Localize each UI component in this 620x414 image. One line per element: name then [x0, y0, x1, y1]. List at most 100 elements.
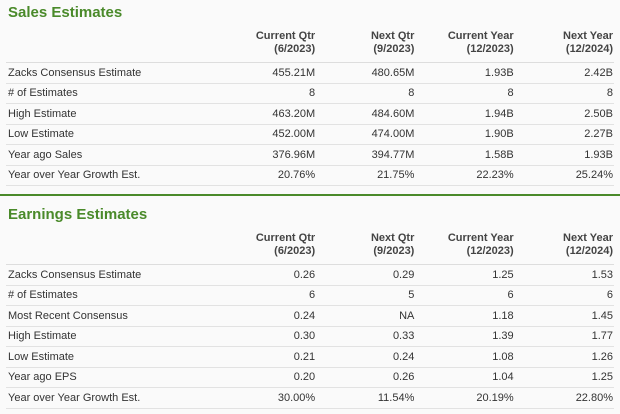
table-row: Year over Year Growth Est. 20.76% 21.75% 22… [6, 165, 614, 186]
value-cell: 8 [415, 83, 515, 104]
table-row: Year over Year Growth Est. 30.00% 11.54% 20… [6, 387, 614, 409]
column-header: Next Year (12/2024) [514, 30, 614, 63]
table-row: Most Recent Consensus 0.24 NA 1.18 1.45 [6, 305, 614, 327]
value-cell: 0.20 [216, 367, 317, 388]
value-cell: 1.93B [415, 62, 515, 84]
value-cell: 1.45 [514, 305, 614, 327]
value-cell: 1.39 [415, 326, 515, 347]
value-cell: 0.24 [316, 346, 416, 368]
column-header-label: Next Year [563, 30, 613, 42]
value-cell: 11.54% [316, 387, 416, 409]
value-cell: 376.96M [216, 144, 317, 166]
column-header-label: Current Year [447, 232, 514, 244]
row-label: High Estimate [6, 103, 217, 125]
row-label: Year ago EPS [6, 367, 217, 388]
table-row: Year ago EPS 0.20 0.26 1.04 1.25 [6, 367, 614, 388]
value-cell: 8 [316, 83, 416, 104]
row-label: # of Estimates [6, 285, 217, 306]
row-label: Year ago Sales [6, 144, 217, 166]
value-cell: 1.26 [514, 346, 614, 368]
table-row: High Estimate 463.20M 484.60M 1.94B 2.50B [6, 103, 614, 125]
column-header: Current Year (12/2023) [415, 232, 515, 265]
value-cell: 2.27B [514, 124, 614, 145]
table-row: High Estimate 0.30 0.33 1.39 1.77 [6, 326, 614, 347]
value-cell: 8 [514, 83, 614, 104]
table-row: Low Estimate 452.00M 474.00M 1.90B 2.27B [6, 124, 614, 145]
column-header-label: Current Qtr [255, 232, 316, 244]
column-header-period: (6/2023) [274, 43, 316, 55]
column-header: Next Qtr (9/2023) [316, 30, 416, 63]
column-header: Next Qtr (9/2023) [316, 232, 416, 265]
row-label: Year over Year Growth Est. [6, 165, 217, 186]
column-header-label: Current Year [447, 30, 514, 42]
value-cell: 1.18 [415, 305, 515, 327]
value-cell: 1.04 [415, 367, 515, 388]
row-label: Zacks Consensus Estimate [6, 264, 217, 286]
column-header: Current Qtr (6/2023) [216, 30, 317, 63]
column-header-period: (12/2024) [565, 245, 613, 257]
value-cell: 25.24% [514, 165, 614, 186]
column-header-period: (12/2023) [466, 43, 514, 55]
row-label: Zacks Consensus Estimate [6, 62, 217, 84]
value-cell: 30.00% [216, 387, 317, 409]
value-cell: 0.21 [216, 346, 317, 368]
value-cell: 20.76% [216, 165, 317, 186]
value-cell: 1.77 [514, 326, 614, 347]
section-title: Sales Estimates [8, 4, 123, 21]
column-header-label: Current Qtr [255, 30, 316, 42]
value-cell: 0.29 [316, 264, 416, 286]
row-label: High Estimate [6, 326, 217, 347]
value-cell: 2.50B [514, 103, 614, 125]
column-header-period: (9/2023) [373, 43, 415, 55]
column-header-label: Next Qtr [370, 232, 415, 244]
value-cell: 1.93B [514, 144, 614, 166]
column-header: Next Year (12/2024) [514, 232, 614, 265]
table-row: Zacks Consensus Estimate 455.21M 480.65M 1.… [6, 62, 614, 84]
row-label: # of Estimates [6, 83, 217, 104]
earnings-estimates-table: Current Qtr (6/2023) Next Qtr (9/2023) Curre… [6, 232, 614, 409]
column-header-period: (9/2023) [373, 245, 415, 257]
value-cell: 394.77M [316, 144, 416, 166]
column-header: Current Year (12/2023) [415, 30, 515, 63]
column-header: Current Qtr (6/2023) [216, 232, 317, 265]
table-row: # of Estimates 8 8 8 8 [6, 83, 614, 104]
row-label: Low Estimate [6, 124, 217, 145]
value-cell: 0.30 [216, 326, 317, 347]
earnings-estimates-section: Earnings Estimates Current Qtr (6/2023) Ne… [0, 196, 620, 414]
row-label: Most Recent Consensus [6, 305, 217, 327]
value-cell: 0.24 [216, 305, 317, 327]
value-cell: 474.00M [316, 124, 416, 145]
header-label-cell [6, 232, 217, 265]
value-cell: 20.19% [415, 387, 515, 409]
table-row: # of Estimates 6 5 6 6 [6, 285, 614, 306]
table-header-row: Current Qtr (6/2023) Next Qtr (9/2023) Curre… [6, 232, 614, 265]
row-label: Low Estimate [6, 346, 217, 368]
value-cell: 1.94B [415, 103, 515, 125]
value-cell: 6 [216, 285, 317, 306]
value-cell: 22.23% [415, 165, 515, 186]
value-cell: 484.60M [316, 103, 416, 125]
table-row: Low Estimate 0.21 0.24 1.08 1.26 [6, 346, 614, 368]
value-cell: 1.58B [415, 144, 515, 166]
column-header-period: (12/2023) [466, 245, 514, 257]
value-cell: 1.08 [415, 346, 515, 368]
value-cell: NA [316, 305, 416, 327]
row-label: Year over Year Growth Est. [6, 387, 217, 409]
sales-estimates-section: Sales Estimates Current Qtr (6/2023) Next … [0, 0, 620, 194]
table-row: Zacks Consensus Estimate 0.26 0.29 1.25 1.53 [6, 264, 614, 286]
column-header-period: (12/2024) [565, 43, 613, 55]
value-cell: 0.26 [316, 367, 416, 388]
value-cell: 6 [514, 285, 614, 306]
value-cell: 6 [415, 285, 515, 306]
table-row: Year ago Sales 376.96M 394.77M 1.58B 1.93B [6, 144, 614, 166]
value-cell: 0.26 [216, 264, 317, 286]
column-header-period: (6/2023) [274, 245, 316, 257]
value-cell: 455.21M [216, 62, 317, 84]
value-cell: 2.42B [514, 62, 614, 84]
section-title: Earnings Estimates [8, 206, 148, 223]
value-cell: 1.25 [415, 264, 515, 286]
value-cell: 1.90B [415, 124, 515, 145]
value-cell: 0.33 [316, 326, 416, 347]
column-header-label: Next Year [563, 232, 613, 244]
column-header-label: Next Qtr [370, 30, 415, 42]
